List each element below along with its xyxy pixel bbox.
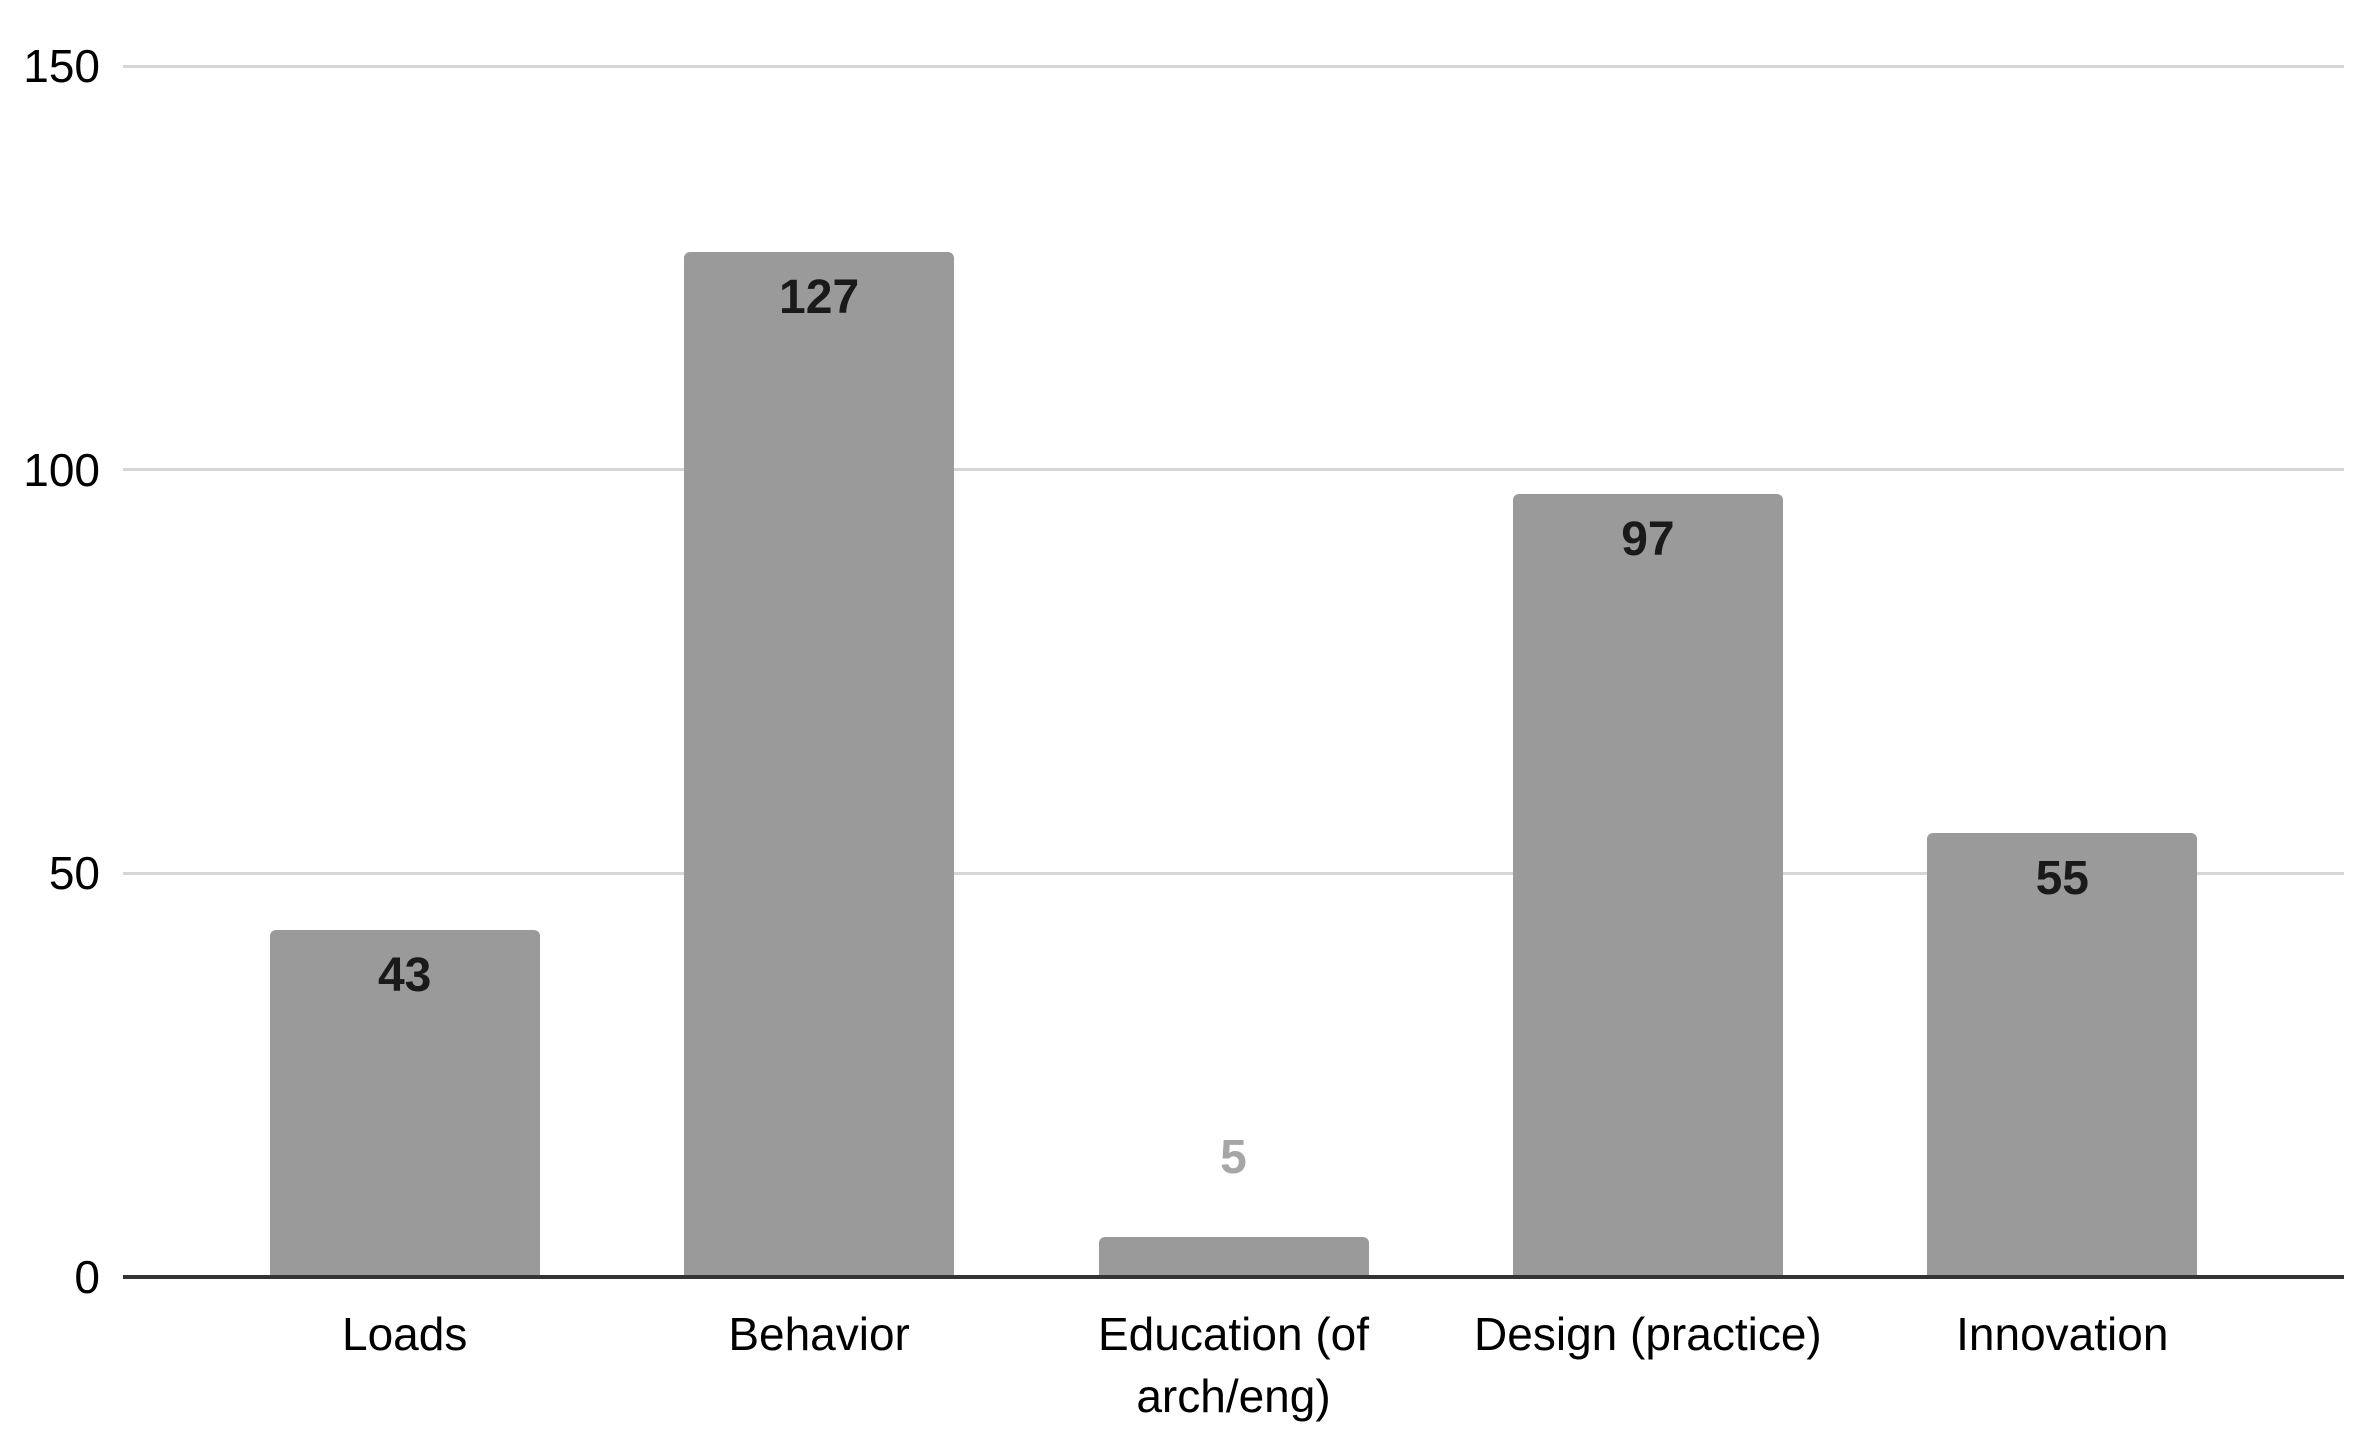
category-label-education-of-arch-eng: Education (of arch/eng) (1097, 1308, 1370, 1422)
x-axis-line (123, 1275, 2344, 1279)
bar-behavior[interactable]: 127 (684, 251, 955, 1277)
category-label-design-practice: Design (practice) (1474, 1308, 1822, 1360)
y-tick-label-50: 50 (48, 847, 100, 900)
value-label-education-of-arch-eng: 5 (1220, 1130, 1247, 1184)
gridline-50 (123, 871, 2344, 875)
bar-design-practice[interactable]: 97 (1512, 493, 1783, 1277)
value-label-innovation: 55 (2035, 851, 2089, 905)
category-label-innovation: Innovation (1956, 1308, 2169, 1360)
value-label-design-practice: 97 (1621, 512, 1675, 566)
y-tick-label-150: 150 (23, 40, 100, 92)
plot-area: 0 50 100 150 43 Loads 127 Behavior 5 Education (o… (23, 43, 2344, 1422)
gridline-150 (123, 64, 2344, 68)
value-label-loads: 43 (377, 948, 432, 1002)
y-tick-label-100: 100 (23, 443, 100, 496)
y-tick-label-0: 0 (74, 1251, 100, 1303)
value-label-behavior: 127 (779, 270, 860, 324)
bar-innovation[interactable]: 55 (1927, 832, 2198, 1277)
category-label-loads: Loads (342, 1308, 468, 1360)
bar-education-of-arch-eng[interactable]: 5 (1098, 1133, 1369, 1277)
bar-loads[interactable]: 43 (269, 929, 540, 1277)
gridline-100 (123, 468, 2344, 472)
category-label-behavior: Behavior (728, 1308, 910, 1360)
